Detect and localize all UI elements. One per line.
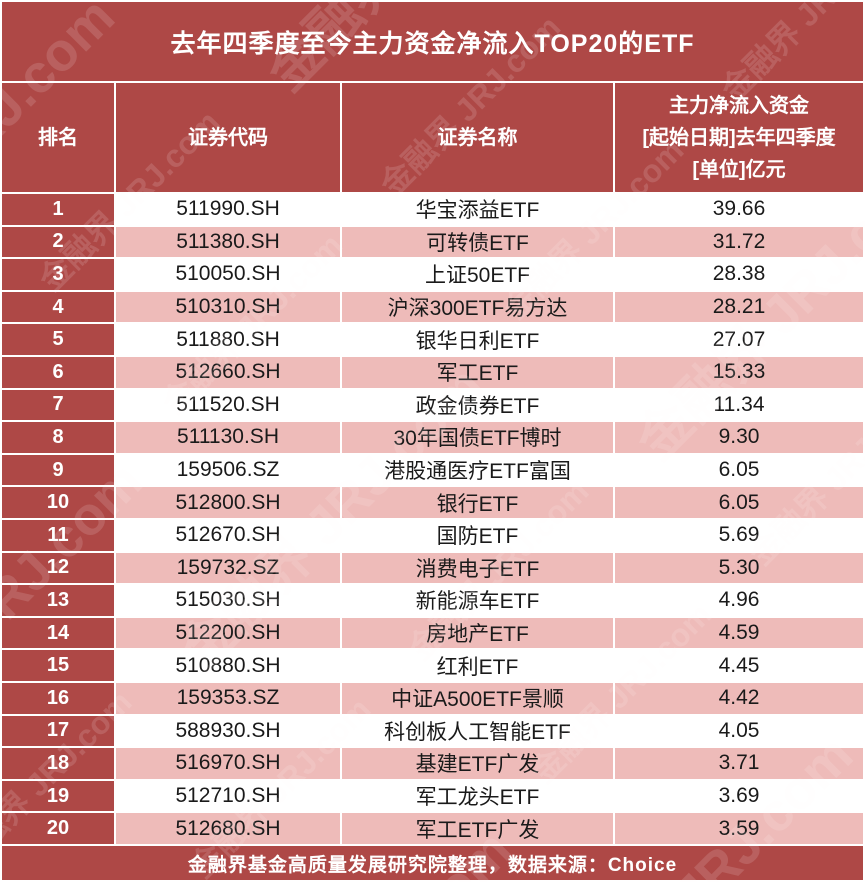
value-cell: 28.38 [615,259,863,290]
value-cell: 27.07 [615,324,863,355]
rank-cell: 12 [2,552,114,584]
name-cell: 银华日利ETF [342,324,613,355]
name-cell: 军工龙头ETF [342,780,613,812]
code-cell: 512200.SH [116,617,340,649]
col-header-rank: 排名 [2,83,114,192]
name-cell: 上证50ETF [342,259,613,290]
value-cell: 4.05 [615,715,863,747]
rank-cell: 3 [2,259,114,290]
code-cell: 511380.SH [116,226,340,258]
rank-cell: 7 [2,389,114,421]
code-cell: 159506.SZ [116,454,340,486]
value-cell: 4.45 [615,650,863,681]
rank-cell: 1 [2,194,114,225]
value-cell: 5.30 [615,552,863,584]
code-cell: 510050.SH [116,259,340,290]
value-cell: 31.72 [615,226,863,258]
rank-cell: 16 [2,683,114,714]
name-cell: 房地产ETF [342,617,613,649]
code-cell: 511520.SH [116,389,340,421]
code-cell: 511130.SH [116,422,340,453]
code-cell: 510880.SH [116,650,340,681]
value-cell: 4.59 [615,617,863,649]
name-cell: 基建ETF广发 [342,748,613,779]
value-cell: 39.66 [615,194,863,225]
rank-cell: 10 [2,487,114,518]
name-cell: 银行ETF [342,487,613,518]
value-cell: 3.59 [615,813,863,844]
col-header-inflow-line2: [起始日期]去年四季度 [642,126,836,149]
code-cell: 159732.SZ [116,552,340,584]
name-cell: 国防ETF [342,520,613,551]
code-cell: 512670.SH [116,520,340,551]
rank-cell: 5 [2,324,114,355]
name-cell: 军工ETF [342,357,613,388]
value-cell: 4.42 [615,683,863,714]
code-cell: 516970.SH [116,748,340,779]
rank-cell: 8 [2,422,114,453]
name-cell: 港股通医疗ETF富国 [342,454,613,486]
name-cell: 华宝添益ETF [342,194,613,225]
name-cell: 军工ETF广发 [342,813,613,844]
code-cell: 511880.SH [116,324,340,355]
col-header-inflow-line3: [单位]亿元 [692,158,786,181]
code-cell: 588930.SH [116,715,340,747]
col-header-code: 证券代码 [116,83,340,192]
name-cell: 沪深300ETF易方达 [342,291,613,323]
name-cell: 可转债ETF [342,226,613,258]
code-cell: 512660.SH [116,357,340,388]
rank-cell: 18 [2,748,114,779]
name-cell: 消费电子ETF [342,552,613,584]
code-cell: 512680.SH [116,813,340,844]
rank-cell: 4 [2,291,114,323]
value-cell: 3.71 [615,748,863,779]
value-cell: 11.34 [615,389,863,421]
code-cell: 512800.SH [116,487,340,518]
rank-cell: 14 [2,617,114,649]
name-cell: 中证A500ETF景顺 [342,683,613,714]
value-cell: 15.33 [615,357,863,388]
code-cell: 515030.SH [116,585,340,616]
value-cell: 6.05 [615,454,863,486]
value-cell: 4.96 [615,585,863,616]
name-cell: 政金债券ETF [342,389,613,421]
code-cell: 510310.SH [116,291,340,323]
rank-cell: 20 [2,813,114,844]
code-cell: 159353.SZ [116,683,340,714]
source-note: 金融界基金高质量发展研究院整理，数据来源：Choice [2,846,863,880]
rank-cell: 2 [2,226,114,258]
code-cell: 512710.SH [116,780,340,812]
value-cell: 6.05 [615,487,863,518]
rank-cell: 6 [2,357,114,388]
col-header-inflow-line1: 主力净流入资金 [669,94,809,117]
rank-cell: 13 [2,585,114,616]
col-header-name: 证券名称 [342,83,613,192]
col-header-inflow: 主力净流入资金 [起始日期]去年四季度 [单位]亿元 [615,83,863,192]
value-cell: 3.69 [615,780,863,812]
rank-cell: 15 [2,650,114,681]
value-cell: 9.30 [615,422,863,453]
name-cell: 红利ETF [342,650,613,681]
name-cell: 科创板人工智能ETF [342,715,613,747]
rank-cell: 11 [2,520,114,551]
rank-cell: 17 [2,715,114,747]
code-cell: 511990.SH [116,194,340,225]
value-cell: 28.21 [615,291,863,323]
name-cell: 新能源车ETF [342,585,613,616]
name-cell: 30年国债ETF博时 [342,422,613,453]
rank-cell: 9 [2,454,114,486]
value-cell: 5.69 [615,520,863,551]
page-title: 去年四季度至今主力资金净流入TOP20的ETF [2,2,863,81]
rank-cell: 19 [2,780,114,812]
